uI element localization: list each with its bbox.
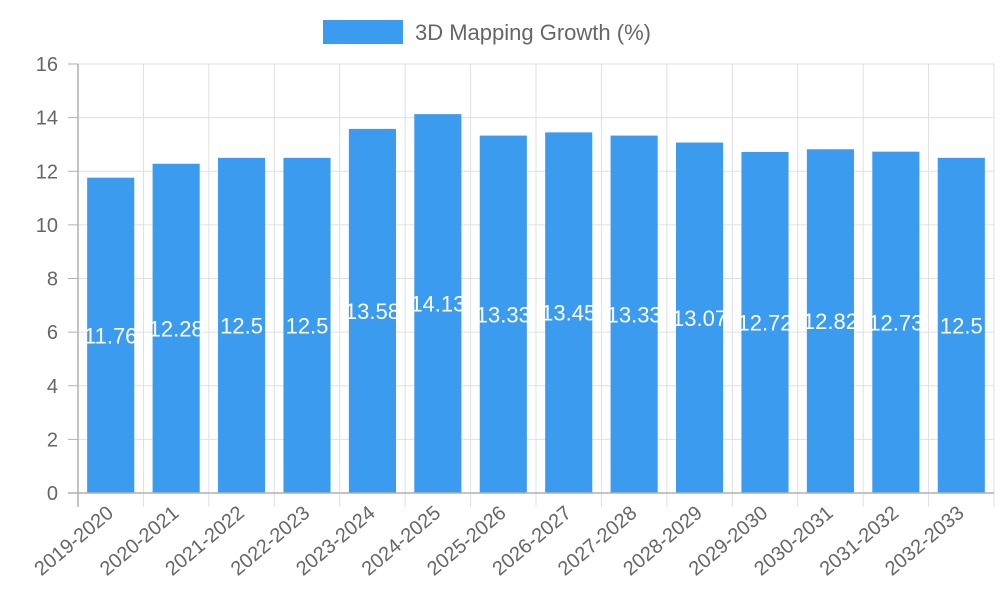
bar[interactable] [87,177,135,493]
bar[interactable] [545,132,593,493]
bar-value-label: 12.5 [940,313,983,338]
gridlines [77,63,995,507]
x-axis-ticks: 2019-20202020-20212021-20222022-20232023… [31,502,969,580]
bars [87,114,985,494]
y-tick-label: 4 [47,376,58,398]
legend[interactable]: 3D Mapping Growth (%) [323,20,651,45]
y-tick-label: 2 [47,429,58,451]
bar[interactable] [348,128,396,494]
bar-value-label: 11.76 [84,323,137,348]
bar-value-label: 12.73 [868,310,923,335]
bar[interactable] [610,135,658,494]
y-tick-label: 12 [36,161,58,183]
y-tick-label: 16 [36,54,58,76]
bar-value-label: 13.45 [541,301,596,326]
bar-value-label: 13.33 [607,302,662,327]
bar-value-label: 14.13 [410,292,465,317]
bar-value-label: 12.72 [737,310,792,335]
bar[interactable] [479,135,527,494]
y-tick-label: 14 [36,108,58,130]
bar-value-label: 12.82 [803,309,858,334]
legend-swatch [323,20,403,44]
data-labels: 11.76 12.28 12.5 12.5 13.58 14.13 13.33 13.45 13… [84,292,983,349]
y-axis-ticks: 0 2 4 6 8 10 12 14 16 [36,54,78,505]
bar[interactable] [872,151,920,493]
bar[interactable] [414,114,462,493]
legend-label: 3D Mapping Growth (%) [415,20,651,45]
bar[interactable] [218,157,266,493]
bar[interactable] [676,142,724,494]
bar-value-label: 13.33 [476,302,531,327]
bar-value-label: 12.5 [286,313,329,338]
bar-value-label: 13.58 [345,299,400,324]
bar-value-label: 12.5 [220,313,263,338]
y-tick-label: 6 [47,322,58,344]
bar-value-label: 12.28 [149,316,204,341]
y-tick-label: 10 [36,215,58,237]
axes [68,64,994,507]
bar[interactable] [806,149,854,494]
y-tick-label: 8 [47,269,58,291]
bar-value-label: 13.07 [672,306,727,331]
bar[interactable] [937,157,985,493]
bar[interactable] [152,163,200,493]
bar[interactable] [283,157,331,493]
bar[interactable] [741,151,789,493]
y-tick-label: 0 [47,483,58,505]
